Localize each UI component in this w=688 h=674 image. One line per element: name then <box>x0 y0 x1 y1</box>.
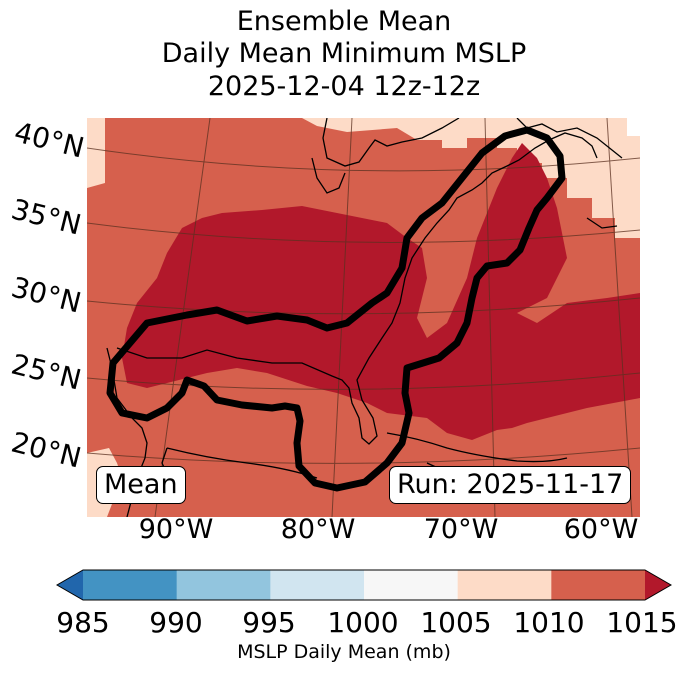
lat-label-40n: 40°N <box>11 115 88 165</box>
title-line-1: Ensemble Mean <box>236 6 452 37</box>
colorbar-tick-1005: 1005 <box>420 606 492 639</box>
colorbar-cell <box>364 570 459 600</box>
colorbar-tick-995: 995 <box>242 606 296 639</box>
colorbar-tick-1015: 1015 <box>606 606 678 639</box>
lat-label-30n: 30°N <box>8 270 85 320</box>
colorbar-cell <box>83 570 178 600</box>
colorbar-cell <box>551 570 646 600</box>
title-line-2: Daily Mean Minimum MSLP <box>161 38 527 69</box>
colorbar-extend-high <box>645 570 671 600</box>
colorbar-extend-low <box>57 570 83 600</box>
title-line-3: 2025-12-04 12z-12z <box>207 71 481 102</box>
lat-label-25n: 25°N <box>8 347 85 397</box>
colorbar-tick-1010: 1010 <box>513 606 585 639</box>
colorbar-label: MSLP Daily Mean (mb) <box>237 641 451 663</box>
colorbar-tick-985: 985 <box>56 606 110 639</box>
graticule <box>87 118 640 517</box>
colorbar-tick-1000: 1000 <box>327 606 399 639</box>
contour-1015 <box>106 126 566 492</box>
lat-label-35n: 35°N <box>8 192 85 242</box>
pressure-map <box>87 118 640 517</box>
mean-badge: Mean <box>96 466 186 504</box>
colorbar-cell <box>457 570 552 600</box>
colorbar-cell <box>176 570 271 600</box>
colorbar <box>55 569 673 601</box>
lat-label-20n: 20°N <box>8 425 85 475</box>
colorbar-cell <box>270 570 365 600</box>
lon-label-60w: 60°W <box>563 514 639 545</box>
colorbar-tick-990: 990 <box>149 606 203 639</box>
lon-label-90w: 90°W <box>138 514 214 545</box>
run-date-badge: Run: 2025-11-17 <box>389 466 632 504</box>
lon-label-80w: 80°W <box>280 514 356 545</box>
fill-1005-1010-west <box>87 118 105 188</box>
lon-label-70w: 70°W <box>423 514 499 545</box>
fill-above-1015 <box>122 143 640 440</box>
